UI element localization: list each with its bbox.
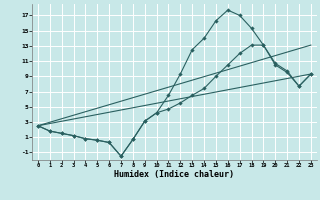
X-axis label: Humidex (Indice chaleur): Humidex (Indice chaleur): [115, 170, 234, 179]
